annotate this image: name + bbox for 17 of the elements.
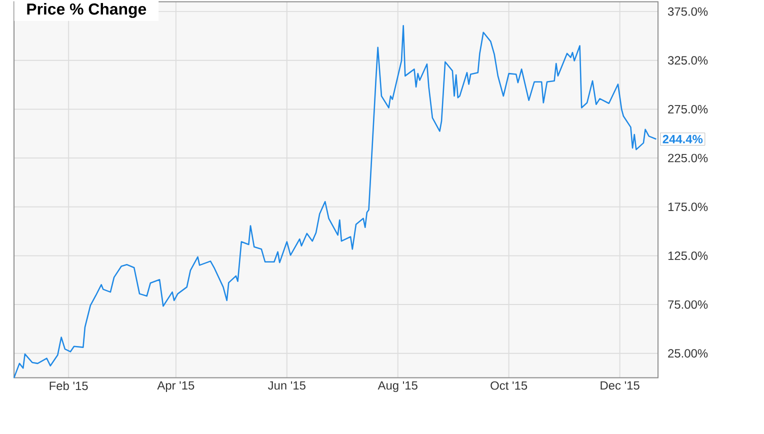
y-tick-label: 325.0% — [668, 56, 708, 65]
y-tick-label: 25.00% — [668, 349, 708, 358]
y-tick-label: 375.0% — [668, 7, 708, 16]
y-tick-label: 175.0% — [668, 202, 708, 212]
y-tick-label: 75.00% — [668, 300, 708, 309]
y-tick-label: 125.0% — [668, 252, 708, 260]
x-tick-label: Oct '15 — [490, 381, 528, 390]
chart-title: Price % Change — [27, 3, 146, 18]
x-tick-label: Apr '15 — [157, 381, 194, 392]
x-tick-label: Jun '15 — [268, 381, 306, 390]
x-tick-label: Dec '15 — [600, 381, 640, 390]
annotation: 244.4% — [662, 134, 703, 144]
x-tick-label: Aug '15 — [378, 381, 418, 392]
line-series — [13, 25, 657, 379]
y-tick-label: 225.0% — [668, 154, 708, 162]
x-tick-label: Feb '15 — [50, 381, 88, 390]
y-tick-label: 275.0% — [668, 105, 708, 114]
